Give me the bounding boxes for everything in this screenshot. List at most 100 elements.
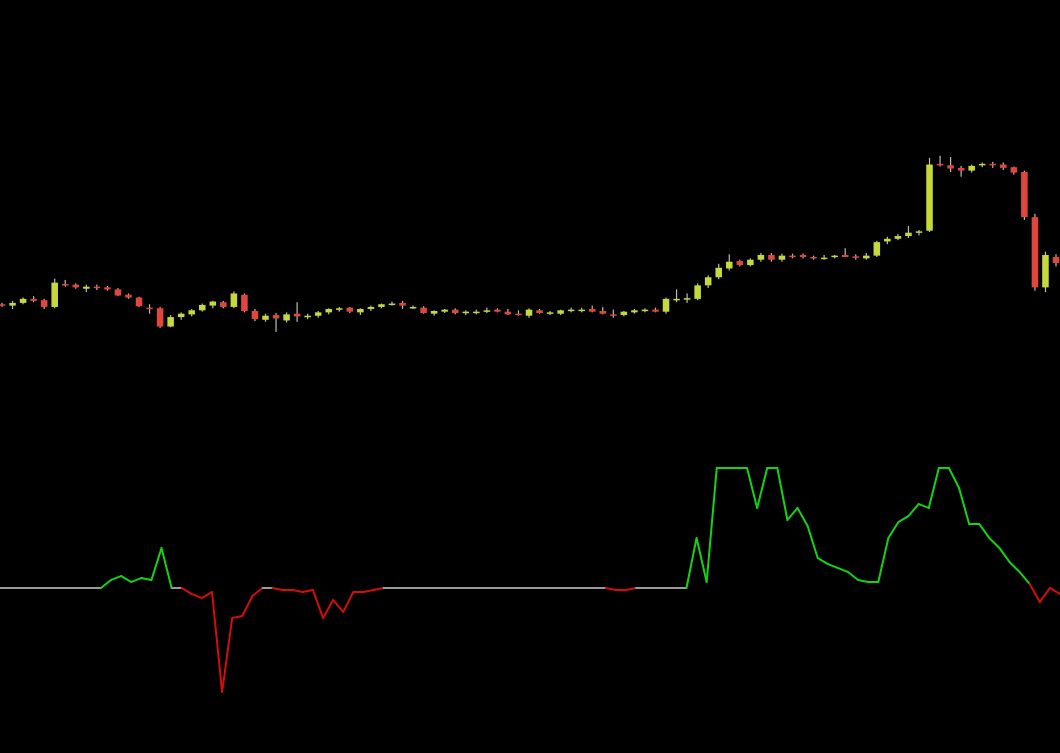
candle [894,234,902,241]
candle-body-up [725,261,733,269]
candle [841,248,849,257]
oscillator-segment [99,579,113,589]
candle-body-up [167,317,174,327]
candle-body-down [451,309,459,314]
candle [430,310,438,316]
candle [83,284,90,293]
candle [388,301,396,306]
candle-body-down [810,257,817,259]
candle-body-down [610,314,617,316]
oscillator-segment [311,589,325,619]
candle [19,297,27,305]
oscillator-segment [836,567,849,573]
candle-body-down [293,313,301,317]
candle-body-down [494,309,501,312]
oscillator-segment [685,537,698,589]
candle-body-down [652,309,659,312]
candle-body-up [567,309,575,312]
oscillator-segment [947,467,961,489]
candle [704,275,712,289]
candle [420,306,427,314]
candle [852,254,860,260]
candle [515,310,522,316]
candle-body-up [662,298,670,312]
candle [725,254,733,271]
candle [336,306,343,312]
candle [1021,170,1028,220]
candle [536,308,543,314]
oscillator-segment [251,587,264,597]
candle [578,307,585,313]
candle [873,240,881,257]
candle-body-up [325,308,333,313]
oscillator-segment [796,507,809,527]
oscillator-segment [826,563,839,569]
candle [557,309,564,316]
candle-body-up [198,304,206,311]
oscillator-segment [998,547,1011,563]
candle-body-up [620,311,628,316]
candle [567,307,575,313]
candle [93,284,101,291]
candle-body-up [1042,254,1049,288]
candle [378,303,385,309]
oscillator-segment [897,515,910,523]
oscillator-segment [332,599,345,613]
oscillator-segment [958,487,971,525]
candle [1042,251,1049,293]
oscillator-segment [927,467,940,509]
candle-body-down [346,307,354,312]
candle [51,278,58,309]
candle-body-up [820,257,828,260]
candle-body-down [61,284,69,286]
oscillator-segment [1008,561,1021,573]
candle-body-down [799,254,807,257]
candle [863,252,870,260]
oscillator-segment [231,615,244,619]
oscillator-segment [624,587,637,591]
oscillator-segment [241,595,254,617]
candle [72,283,80,289]
candle [9,300,16,309]
candle-body-down [72,284,80,288]
candle [778,253,786,262]
candle-body-up [367,306,375,309]
oscillator-segment [887,521,900,539]
candle-body-down [420,307,427,314]
candle-body-up [177,313,185,318]
oscillator-segment [847,571,860,581]
oscillator-segment [271,587,284,591]
candle-body-up [715,267,722,278]
candle [694,283,701,301]
candle [156,306,164,328]
candle-body-down [841,254,849,257]
candle [620,311,628,317]
candle [673,289,680,303]
candle-body-down [1010,167,1018,173]
candle-body-up [462,311,470,314]
oscillator-segment [150,547,163,581]
candle-body-up [757,254,765,260]
candle [0,302,6,307]
oscillator-segment [806,525,819,559]
oscillator-segment [291,589,304,593]
candle [978,162,986,168]
candle-body-down [399,302,406,306]
oscillator-segment [140,577,153,581]
candle-body-up [9,302,16,306]
oscillator-segment [160,547,173,589]
oscillator-segment [877,537,890,583]
candle [789,253,796,259]
oscillator-segment [362,589,375,593]
candle [831,254,838,259]
candle [146,304,153,314]
candle-body-down [989,163,997,166]
candle-body-down [789,255,796,258]
candle-body-down [1052,257,1060,264]
candle-body-up [473,311,480,314]
candle-body-up [483,310,491,312]
candle [230,291,238,309]
candle [641,308,649,313]
candle-body-down [936,163,944,166]
